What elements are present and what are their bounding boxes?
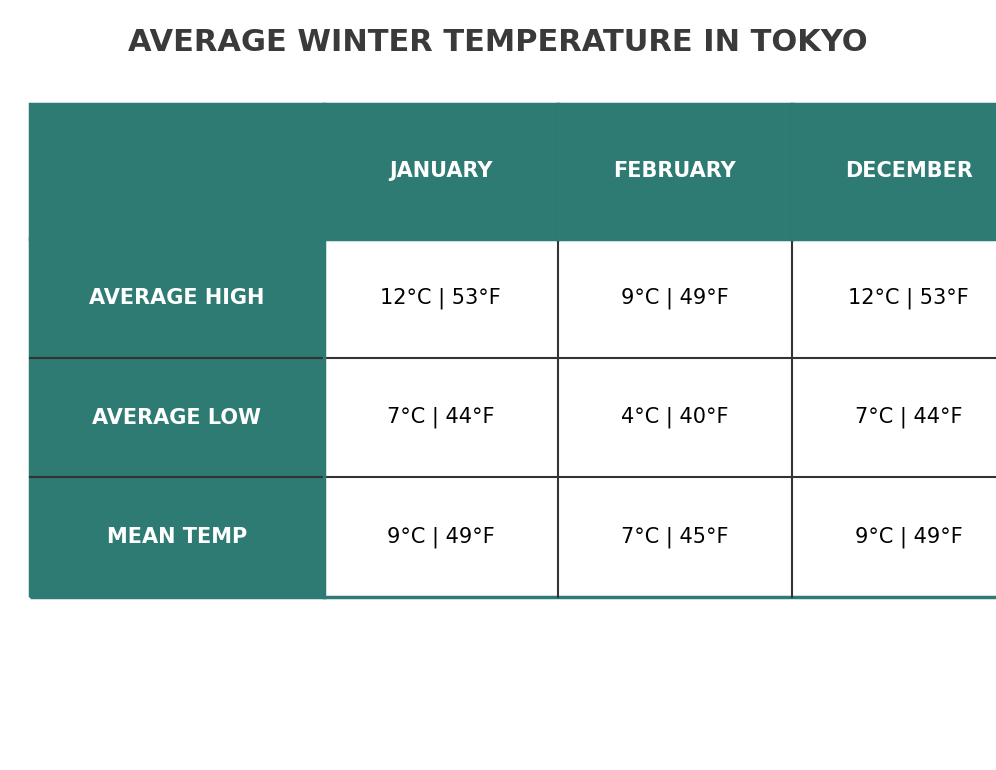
Bar	[792, 104, 996, 239]
Bar	[324, 477, 558, 597]
Text: AVERAGE LOW: AVERAGE LOW	[93, 408, 261, 427]
Text: AVERAGE WINTER TEMPERATURE IN TOKYO: AVERAGE WINTER TEMPERATURE IN TOKYO	[128, 28, 868, 57]
Text: 12°C | 53°F: 12°C | 53°F	[849, 288, 969, 309]
Bar	[792, 239, 996, 358]
Text: 7°C | 44°F: 7°C | 44°F	[387, 407, 494, 428]
Bar	[30, 104, 996, 597]
Bar	[324, 239, 558, 358]
Bar	[30, 477, 324, 597]
Bar	[558, 358, 792, 477]
Bar	[30, 104, 324, 239]
Text: 9°C | 49°F: 9°C | 49°F	[621, 288, 729, 309]
Text: 9°C | 49°F: 9°C | 49°F	[855, 527, 963, 547]
Text: 12°C | 53°F: 12°C | 53°F	[380, 288, 501, 309]
Text: 7°C | 45°F: 7°C | 45°F	[622, 527, 728, 547]
Bar	[324, 104, 558, 239]
Text: 7°C | 44°F: 7°C | 44°F	[856, 407, 962, 428]
Bar	[324, 358, 558, 477]
Text: AVERAGE HIGH: AVERAGE HIGH	[89, 289, 265, 308]
Bar	[792, 477, 996, 597]
Bar	[558, 477, 792, 597]
Text: JANUARY: JANUARY	[389, 162, 492, 181]
Text: 9°C | 49°F: 9°C | 49°F	[386, 527, 495, 547]
Bar	[30, 239, 324, 358]
Bar	[30, 358, 324, 477]
Text: DECEMBER: DECEMBER	[845, 162, 973, 181]
Text: FEBRUARY: FEBRUARY	[614, 162, 736, 181]
Bar	[792, 358, 996, 477]
Text: 4°C | 40°F: 4°C | 40°F	[622, 407, 728, 428]
Text: MEAN TEMP: MEAN TEMP	[107, 527, 247, 547]
Bar	[558, 104, 792, 239]
Bar	[558, 239, 792, 358]
